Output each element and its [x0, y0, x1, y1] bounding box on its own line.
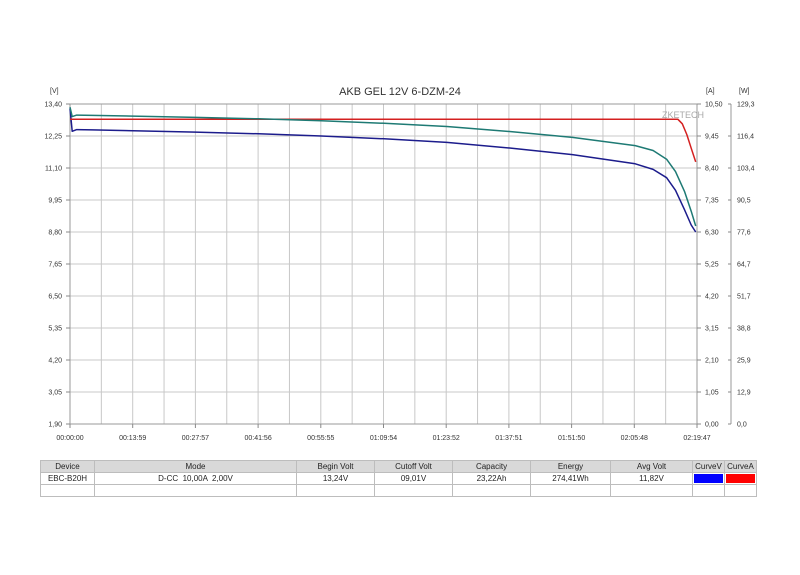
- y-right-a-tick-label: 9,45: [705, 134, 719, 141]
- chart-title: AKB GEL 12V 6-DZM-24: [339, 86, 461, 98]
- cell-mode: D-CC 10,00A 2,00V: [94, 472, 297, 485]
- y-right-a-tick-label: 0,00: [705, 422, 719, 429]
- header-energy: Energy: [530, 460, 611, 473]
- x-tick-label: 00:27:57: [182, 435, 209, 442]
- header-capacity: Capacity: [452, 460, 531, 473]
- x-tick-label: 00:13:59: [119, 435, 146, 442]
- y-right-w-tick-label: 129,3: [737, 102, 755, 109]
- series-line-power: [69, 107, 697, 227]
- header-device: Device: [40, 460, 95, 473]
- x-tick-label: 01:09:54: [370, 435, 397, 442]
- header-avg-volt: Avg Volt: [610, 460, 693, 473]
- y-right-a-tick-label: 1,05: [705, 390, 719, 397]
- empty-cell: [610, 484, 693, 497]
- cell-energy: 274,41Wh: [530, 472, 611, 485]
- y-left-tick-label: 8,80: [48, 230, 62, 237]
- empty-cell: [94, 484, 297, 497]
- y-left-tick-label: 5,35: [48, 326, 62, 333]
- y-right-w-tick-label: 12,9: [737, 390, 751, 397]
- y-right-w-tick-label: 51,7: [737, 294, 751, 301]
- header-curve-v: CurveV: [692, 460, 725, 473]
- y-right-w-tick-label: 25,9: [737, 358, 751, 365]
- x-tick-label: 02:19:47: [683, 435, 710, 442]
- y-left-tick-label: 7,65: [48, 262, 62, 269]
- y-left-unit: [V]: [50, 88, 59, 95]
- y-right-a-tick-label: 5,25: [705, 262, 719, 269]
- cell-device: EBC-B20H: [40, 472, 95, 485]
- x-tick-label: 01:23:52: [433, 435, 460, 442]
- table-row-empty: [40, 484, 757, 497]
- chart-area: AKB GEL 12V 6-DZM-24 [V] [A] [W] ZKETECH…: [44, 86, 754, 443]
- empty-cell: [724, 484, 757, 497]
- curve-a-color-swatch[interactable]: [726, 474, 755, 483]
- y-left-tick-label: 4,20: [48, 358, 62, 365]
- header-mode: Mode: [94, 460, 297, 473]
- empty-cell: [692, 484, 725, 497]
- y-right-w-unit: [W]: [739, 88, 750, 95]
- header-curve-a: CurveA: [724, 460, 757, 473]
- y-right-a-tick-label: 7,35: [705, 198, 719, 205]
- y-right-w-tick-label: 38,8: [737, 326, 751, 333]
- y-right-a-tick-label: 10,50: [705, 102, 723, 109]
- cell-capacity: 23,22Ah: [452, 472, 531, 485]
- tick-labels: 13,40 12,25 11,10 9,95 8,80 7,65 6,50 5,35 4,20 3…: [44, 102, 754, 443]
- y-right-a-unit: [A]: [706, 88, 715, 95]
- y-right-w-tick-label: 103,4: [737, 166, 755, 173]
- y-right-a-tick-label: 6,30: [705, 230, 719, 237]
- y-right-a-tick-label: 2,10: [705, 358, 719, 365]
- series-lines: [69, 107, 697, 233]
- y-right-w-tick-label: 90,5: [737, 198, 751, 205]
- series-line-curvea: [70, 118, 697, 163]
- empty-cell: [296, 484, 375, 497]
- y-left-tick-label: 3,05: [48, 390, 62, 397]
- info-table: Device Mode Begin Volt Cutoff Volt Capac…: [40, 460, 757, 497]
- y-left-tick-label: 13,40: [44, 102, 62, 109]
- empty-cell: [374, 484, 453, 497]
- table-row[interactable]: EBC-B20H D-CC 10,00A 2,00V 13,24V 09,01V…: [40, 472, 757, 485]
- y-right-w-tick-label: 77,6: [737, 230, 751, 237]
- table-header-row: Device Mode Begin Volt Cutoff Volt Capac…: [40, 460, 757, 473]
- x-tick-label: 00:55:55: [307, 435, 334, 442]
- header-begin-volt: Begin Volt: [296, 460, 375, 473]
- x-tick-label: 00:00:00: [56, 435, 83, 442]
- y-left-tick-label: 12,25: [44, 134, 62, 141]
- y-left-tick-label: 1,90: [48, 422, 62, 429]
- empty-cell: [40, 484, 95, 497]
- y-left-tick-label: 6,50: [48, 294, 62, 301]
- x-tick-label: 02:05:48: [621, 435, 648, 442]
- y-right-w-tick-label: 64,7: [737, 262, 751, 269]
- cell-curve-v-color[interactable]: [692, 472, 725, 485]
- watermark: ZKETECH: [662, 110, 704, 120]
- x-tick-label: 00:41:56: [244, 435, 271, 442]
- curve-v-color-swatch[interactable]: [694, 474, 723, 483]
- y-left-tick-label: 9,95: [48, 198, 62, 205]
- empty-cell: [452, 484, 531, 497]
- grid: [69, 103, 698, 425]
- empty-cell: [530, 484, 611, 497]
- x-tick-label: 01:51:50: [558, 435, 585, 442]
- cell-begin-volt: 13,24V: [296, 472, 375, 485]
- cell-cutoff-volt: 09,01V: [374, 472, 453, 485]
- series-line-curvev: [69, 108, 697, 233]
- y-right-w-tick-label: 0,0: [737, 422, 747, 429]
- cell-avg-volt: 11,82V: [610, 472, 693, 485]
- y-right-a-tick-label: 3,15: [705, 326, 719, 333]
- x-tick-label: 01:37:51: [495, 435, 522, 442]
- y-right-a-tick-label: 4,20: [705, 294, 719, 301]
- y-right-w-tick-label: 116,4: [737, 134, 754, 141]
- y-right-a-tick-label: 8,40: [705, 166, 719, 173]
- header-cutoff-volt: Cutoff Volt: [374, 460, 453, 473]
- y-left-tick-label: 11,10: [45, 166, 62, 173]
- cell-curve-a-color[interactable]: [724, 472, 757, 485]
